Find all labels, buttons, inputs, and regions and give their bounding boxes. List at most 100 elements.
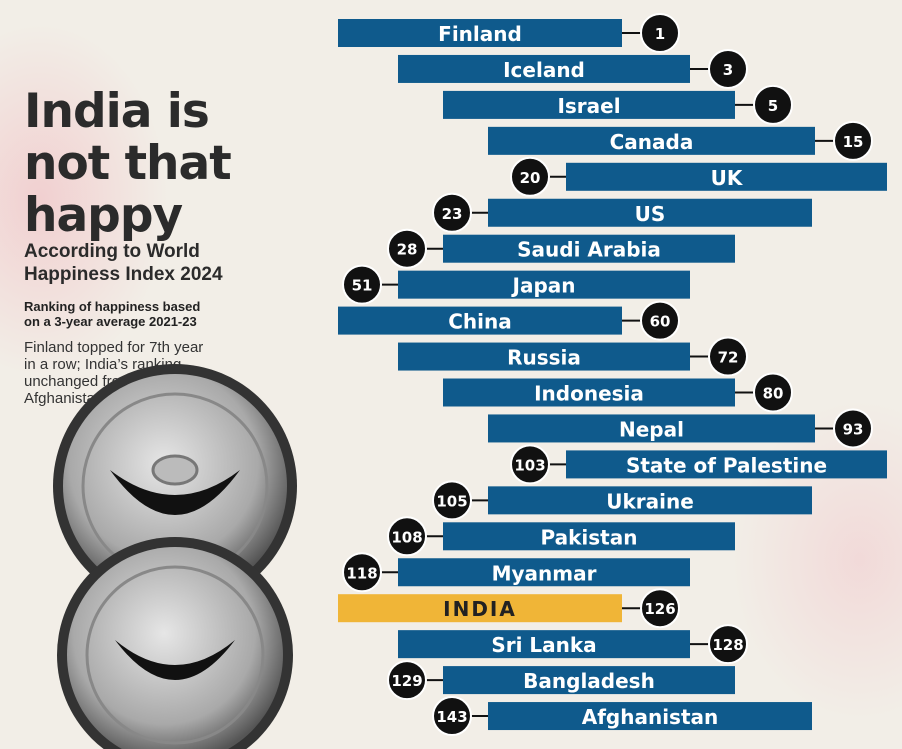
ranking-row: Nepal 93 [488,408,873,449]
title-line: India is [24,84,210,139]
ranking-row: Afghanistan 143 [432,696,812,737]
rank-badge [640,13,680,53]
country-bar [398,270,690,299]
ranking-row: Pakistan 108 [387,516,735,557]
country-name: UK [711,166,744,190]
country-bar [398,558,690,587]
subtitle-line: Happiness Index 2024 [24,264,223,285]
can-top [53,364,297,608]
rank: 28 [397,241,418,259]
rank-badge [708,336,748,377]
country-name: China [448,310,512,334]
country-bar [488,486,812,515]
country-name: Iceland [503,58,585,82]
ranking-row: Russia 72 [398,336,748,377]
country-name: State of Palestine [626,453,827,477]
country-name: Japan [511,274,576,298]
ranking-row: UK 20 [510,156,887,197]
can-bottom [57,537,293,749]
basis-line: Ranking of happiness based [24,299,201,314]
country-name: Israel [557,94,620,118]
country-bar [488,414,815,443]
rank-badge [342,552,382,593]
rank-badge [708,48,748,89]
rank: 60 [650,313,671,331]
rank: 143 [436,708,467,726]
country-name: Saudi Arabia [517,238,661,262]
rank-badge [342,264,382,305]
country-name: Sri Lanka [491,633,596,657]
rank-badge [753,84,793,125]
country-name: Afghanistan [582,705,719,729]
rank-badge [833,408,873,449]
title-line: happy [24,188,183,243]
rank: 23 [442,205,463,223]
rank-badge [432,480,472,521]
ranking-row: US 23 [432,192,812,233]
note-line: Finland topped for 7th year [24,339,204,356]
country-bar [443,90,735,119]
rank: 105 [436,492,467,510]
rank-badge [387,660,427,701]
country-bar [338,594,622,623]
country-bar [443,378,735,407]
rank-badge [387,228,427,269]
ranking-row: Bangladesh 129 [387,660,735,701]
country-bar [488,702,812,731]
rank: 80 [763,385,784,403]
country-bar [338,19,622,47]
ranking-row: Finland 1 [338,13,680,53]
country-name: Indonesia [534,382,644,406]
country-bar [488,198,812,227]
rank-badge [387,516,427,557]
ranking-row: INDIA 126 [338,588,680,629]
rank-badge [640,588,680,629]
rank: 72 [718,349,739,367]
rank-badge [833,120,873,161]
country-bar [566,450,887,479]
rank: 3 [723,61,733,79]
rank: 118 [346,564,377,582]
country-name: INDIA [443,597,517,621]
country-name: Bangladesh [523,669,655,693]
country-name: Canada [610,130,694,154]
rank-badge [510,444,550,485]
subtitle: According to World Happiness Index 2024 [24,240,223,286]
rank: 108 [391,528,422,546]
rank: 126 [644,600,675,618]
country-bar [443,522,735,551]
country-bar [443,666,735,695]
ranking-row: Japan 51 [342,264,690,305]
rank: 5 [768,97,778,115]
ranking-row: Iceland 3 [398,48,748,89]
country-bar [398,54,690,83]
country-bar [566,162,887,191]
rank-badge [640,300,680,341]
rank-badge [432,696,472,737]
ranking-row: Canada 15 [488,120,873,161]
rank-badge [432,192,472,233]
rank: 129 [391,672,422,690]
country-name: Russia [507,346,581,370]
rank-badge [510,156,550,197]
subtitle-line: According to World [24,241,200,262]
rank: 20 [520,169,541,187]
title-line: not that [24,136,232,191]
ranking-row: Myanmar 118 [342,552,690,593]
rank: 128 [712,636,743,654]
country-name: Nepal [619,417,684,441]
basis-line: on a 3-year average 2021-23 [24,314,197,329]
country-bar [443,234,735,263]
ranking-row: Indonesia 80 [443,372,793,413]
title: India is not that happy [24,84,232,243]
country-name: Ukraine [606,489,694,513]
country-bar [338,306,622,335]
rank: 15 [843,133,864,151]
rank: 103 [514,456,545,474]
ranking-row: Saudi Arabia 28 [387,228,735,269]
country-name: Myanmar [492,561,597,585]
ranking-row: Ukraine 105 [432,480,812,521]
ranking-row: China 60 [338,300,680,341]
